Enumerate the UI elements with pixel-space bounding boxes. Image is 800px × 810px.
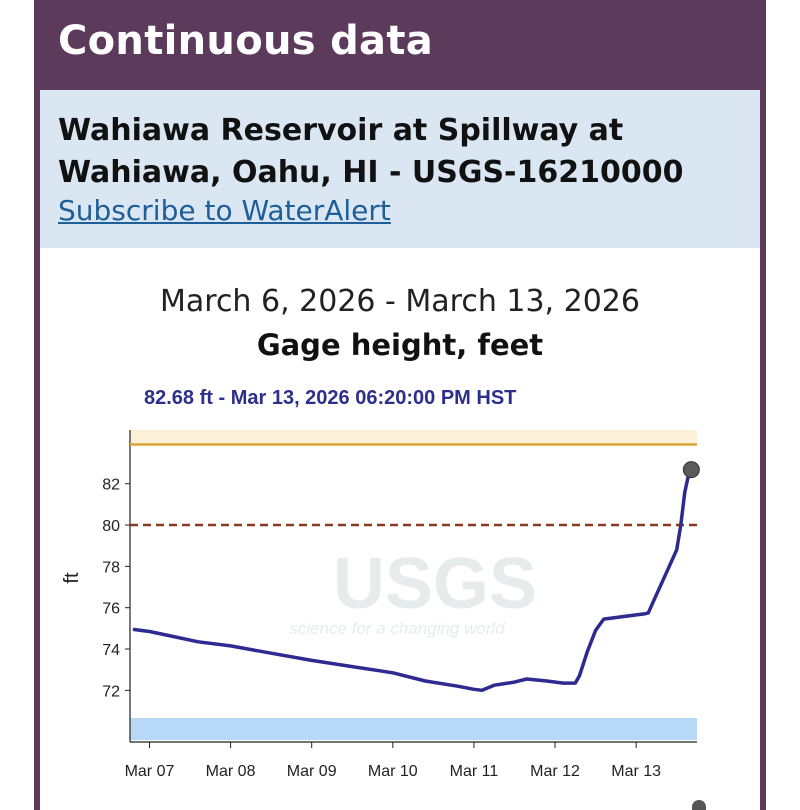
x-tick-label: Mar 10 — [368, 763, 418, 780]
data-point — [525, 678, 528, 680]
data-point — [132, 628, 135, 631]
upper-band — [130, 430, 697, 445]
watermark-tagline: science for a changing world — [289, 619, 505, 638]
y-tick-label: 82 — [102, 477, 120, 494]
data-point — [392, 671, 394, 674]
data-point — [684, 491, 686, 493]
data-point — [173, 635, 175, 638]
data-point — [481, 689, 483, 692]
data-point — [619, 616, 621, 618]
parameter-title: Gage height, feet — [256, 328, 544, 362]
x-tick-label: Mar 11 — [450, 763, 499, 780]
latest-reading: 82.68 ft - Mar 13, 2026 06:20:00 PM HST — [144, 387, 517, 409]
data-point — [229, 645, 232, 647]
card-panel: Wahiawa Reservoir at Spillway at Wahiawa… — [40, 90, 760, 810]
card-title: Continuous data — [58, 18, 434, 64]
watermark-logo-text: USGS — [333, 544, 537, 624]
x-tick-label: Mar 08 — [206, 763, 256, 780]
x-tick-label: Mar 12 — [530, 763, 580, 780]
data-point — [651, 602, 654, 605]
data-point — [602, 618, 605, 620]
y-tick-label: 76 — [102, 601, 120, 618]
site-info-box: Wahiawa Reservoir at Spillway at Wahiawa… — [40, 90, 760, 248]
data-point — [351, 665, 354, 668]
latest-value-marker — [682, 461, 700, 479]
data-point — [513, 681, 516, 683]
data-point — [148, 630, 151, 633]
data-point — [679, 524, 682, 526]
data-point — [562, 682, 564, 684]
x-tick-label: Mar 13 — [611, 763, 661, 780]
data-point — [197, 640, 199, 643]
data-point — [574, 682, 577, 684]
data-point — [647, 612, 650, 614]
data-point — [546, 680, 548, 682]
usgs-watermark: USGS science for a changing world — [289, 544, 537, 638]
data-point — [578, 675, 581, 677]
data-point — [594, 629, 597, 632]
data-point — [424, 680, 427, 682]
data-point — [456, 685, 459, 688]
data-point — [675, 549, 678, 551]
y-axis-label: ft — [61, 572, 83, 584]
y-tick-label: 72 — [102, 683, 120, 700]
y-tick-label: 74 — [102, 642, 120, 659]
data-point — [635, 614, 637, 616]
data-point — [663, 575, 666, 578]
date-range: March 6, 2026 - March 13, 2026 — [160, 284, 640, 319]
bottom-strip — [130, 718, 697, 740]
scroll-handle[interactable] — [692, 800, 706, 810]
x-tick-label: Mar 07 — [125, 763, 175, 780]
continuous-data-card: Continuous data Wahiawa Reservoir at Spi… — [34, 0, 766, 810]
subscribe-wateralert-link[interactable]: Subscribe to WaterAlert — [58, 194, 391, 227]
site-title: Wahiawa Reservoir at Spillway at Wahiawa… — [58, 113, 684, 190]
data-point — [473, 688, 475, 691]
x-tick-label: Mar 09 — [287, 763, 337, 780]
data-point — [270, 652, 272, 654]
data-point — [643, 613, 646, 615]
data-point — [586, 650, 589, 652]
data-point — [493, 684, 496, 686]
y-tick-label: 78 — [102, 559, 120, 576]
y-tick-label: 80 — [102, 518, 120, 535]
data-point — [310, 659, 313, 662]
series-line-1 — [132, 468, 693, 693]
